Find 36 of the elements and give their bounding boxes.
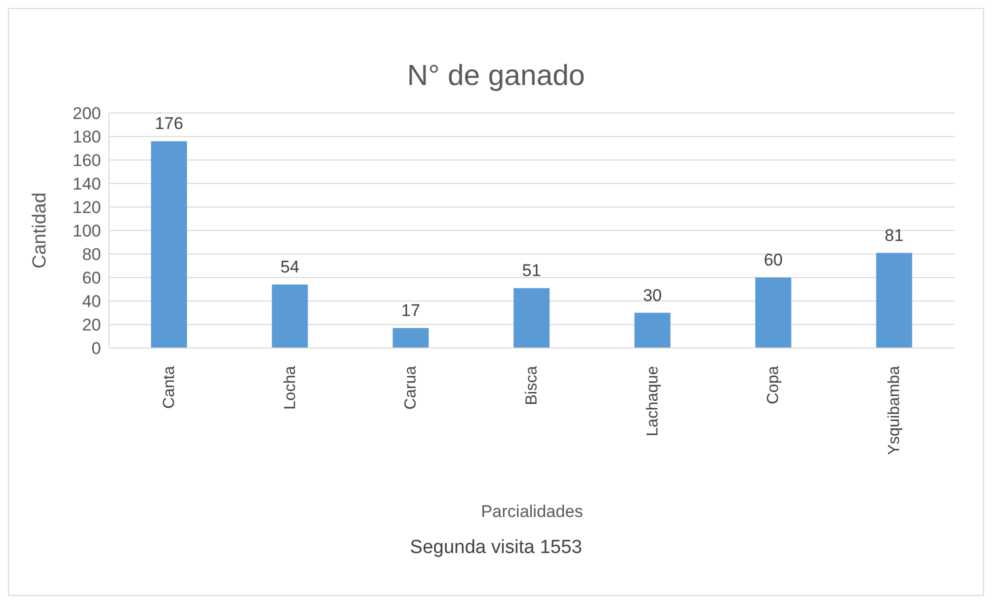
y-tick-label: 180 bbox=[72, 128, 101, 147]
y-tick-label: 200 bbox=[72, 104, 101, 124]
bar bbox=[755, 278, 792, 348]
data-label: 81 bbox=[884, 226, 904, 245]
x-tick-label: Carua bbox=[402, 366, 420, 410]
y-tick-label: 140 bbox=[72, 174, 101, 194]
bar bbox=[272, 284, 308, 348]
text: Segunda visita 1553 bbox=[408, 537, 584, 559]
y-tick-label: 120 bbox=[72, 198, 101, 218]
data-label: 54 bbox=[280, 258, 300, 277]
y-tick-label: 80 bbox=[82, 245, 101, 264]
data-label: 60 bbox=[764, 250, 783, 270]
y-tick-label: 100 bbox=[72, 222, 101, 241]
bar bbox=[392, 328, 429, 348]
y-tick-label: 0 bbox=[92, 339, 101, 358]
y-tick-label: 60 bbox=[82, 268, 101, 288]
data-label: 17 bbox=[401, 301, 420, 320]
chart-title: N° de ganado bbox=[406, 59, 586, 93]
y-tick-label: 160 bbox=[72, 151, 101, 170]
y-axis-title: Cantidad bbox=[30, 192, 51, 269]
data-label: 176 bbox=[154, 114, 184, 134]
bar bbox=[634, 312, 670, 348]
x-tick-label: Ysquibamba bbox=[886, 366, 904, 455]
x-tick-label: Canta bbox=[160, 366, 178, 409]
x-tick-label: Bisca bbox=[524, 366, 540, 406]
y-tick-label: 20 bbox=[82, 316, 101, 335]
data-label: 30 bbox=[642, 286, 662, 305]
data-label: 51 bbox=[522, 261, 542, 280]
bar bbox=[876, 252, 912, 348]
x-tick-label: Lachaque bbox=[644, 366, 662, 436]
x-tick-label: Copa bbox=[765, 366, 782, 404]
bar bbox=[151, 141, 187, 348]
y-tick-label: 40 bbox=[82, 292, 101, 312]
x-axis-title: Parcialidades bbox=[480, 502, 584, 521]
bar bbox=[514, 288, 550, 348]
x-tick-label: Locha bbox=[282, 366, 299, 410]
